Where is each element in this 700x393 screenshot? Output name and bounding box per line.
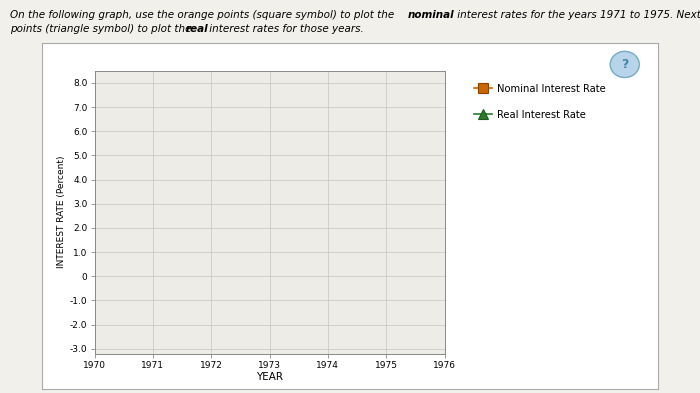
Text: nominal: nominal: [408, 10, 455, 20]
Text: real: real: [186, 24, 208, 34]
Text: On the following graph, use the orange points (square symbol) to plot the: On the following graph, use the orange p…: [10, 10, 398, 20]
Circle shape: [610, 51, 639, 77]
X-axis label: YEAR: YEAR: [256, 373, 283, 382]
Y-axis label: INTEREST RATE (Percent): INTEREST RATE (Percent): [57, 156, 66, 268]
Text: interest rates for the years 1971 to 1975. Next, use the green: interest rates for the years 1971 to 197…: [454, 10, 700, 20]
Text: points (triangle symbol) to plot the: points (triangle symbol) to plot the: [10, 24, 195, 34]
Legend: Nominal Interest Rate, Real Interest Rate: Nominal Interest Rate, Real Interest Rat…: [474, 84, 606, 119]
Text: interest rates for those years.: interest rates for those years.: [206, 24, 364, 34]
Text: ?: ?: [621, 58, 629, 71]
